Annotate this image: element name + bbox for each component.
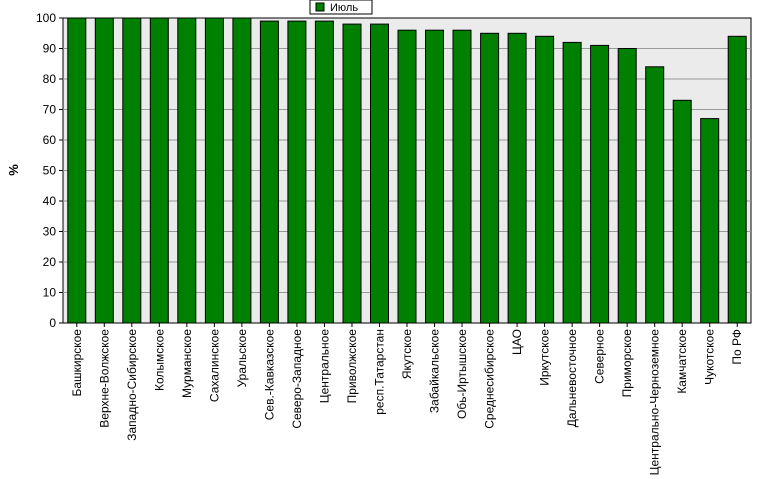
bar — [232, 17, 252, 324]
y-tick-label: 70 — [43, 103, 57, 117]
category-label: Приморское — [620, 329, 634, 398]
bars — [67, 17, 747, 324]
bar — [562, 41, 582, 324]
y-tick-label: 10 — [43, 286, 57, 300]
category-label: Верхне-Волжское — [97, 329, 111, 428]
bar — [480, 32, 500, 324]
category-label: Якутское — [400, 329, 414, 379]
y-axis-ticks: 0 10 20 30 40 50 60 70 80 90 100 — [36, 11, 63, 330]
legend-swatch — [315, 2, 325, 12]
category-label: По РФ — [730, 329, 744, 365]
category-label: ЦАО — [510, 329, 524, 355]
category-label: Центрально-Черноземное — [648, 329, 662, 476]
category-label: Центральное — [317, 329, 331, 404]
category-label: Сахалинское — [207, 329, 221, 402]
category-label: Среднесибирское — [483, 329, 497, 429]
category-label: Мурманское — [180, 329, 194, 398]
y-tick-label: 0 — [49, 316, 56, 330]
bar — [287, 20, 307, 324]
category-labels: Башкирское Верхне-Волжское Западно-Сибирск… — [70, 323, 744, 475]
bar — [397, 29, 417, 324]
bar — [94, 17, 114, 324]
bar — [370, 23, 389, 324]
category-label: респ.Татарстан — [372, 329, 386, 415]
category-label: Сев.-Кавказское — [262, 329, 276, 421]
bar — [342, 23, 362, 324]
y-tick-label: 80 — [43, 72, 57, 86]
y-axis-label: % — [6, 164, 21, 176]
y-tick-label: 20 — [43, 255, 57, 269]
bar — [727, 35, 747, 324]
category-label: Западно-Сибирское — [125, 329, 139, 441]
category-label: Иркутское — [538, 329, 552, 386]
bar — [452, 29, 472, 324]
y-tick-label: 90 — [43, 42, 57, 56]
bar — [617, 48, 637, 324]
y-tick-label: 30 — [43, 225, 57, 239]
bar — [314, 20, 334, 324]
y-tick-label: 40 — [43, 194, 57, 208]
legend-label: Июль — [330, 2, 358, 14]
bar — [67, 17, 87, 324]
bar — [535, 35, 555, 324]
bar — [425, 29, 444, 324]
category-label: Дальневосточное — [565, 329, 579, 428]
category-label: Камчатское — [675, 329, 689, 394]
bar — [149, 17, 169, 324]
bar — [590, 44, 610, 324]
category-label: Обь-Иртышское — [455, 329, 469, 419]
bar — [672, 99, 692, 324]
category-label: Приволжское — [345, 329, 359, 404]
legend-box — [309, 0, 373, 15]
y-tick-label: 100 — [36, 11, 56, 25]
bar — [507, 32, 527, 324]
bar — [259, 20, 279, 324]
legend: Июль — [309, 0, 373, 15]
bar — [204, 17, 224, 324]
category-label: Чукотское — [703, 329, 717, 385]
category-label: Башкирское — [70, 329, 84, 397]
category-label: Забайкальское — [428, 329, 442, 413]
bar — [177, 17, 197, 324]
category-label: Уральское — [235, 329, 249, 388]
category-label: Колымское — [152, 329, 166, 391]
bar — [122, 17, 142, 324]
bar — [700, 118, 720, 324]
y-tick-label: 60 — [43, 133, 57, 147]
y-tick-label: 50 — [43, 164, 57, 178]
bar — [645, 66, 665, 324]
category-label: Северо-Западное — [290, 329, 304, 429]
category-label: Северное — [593, 329, 607, 384]
